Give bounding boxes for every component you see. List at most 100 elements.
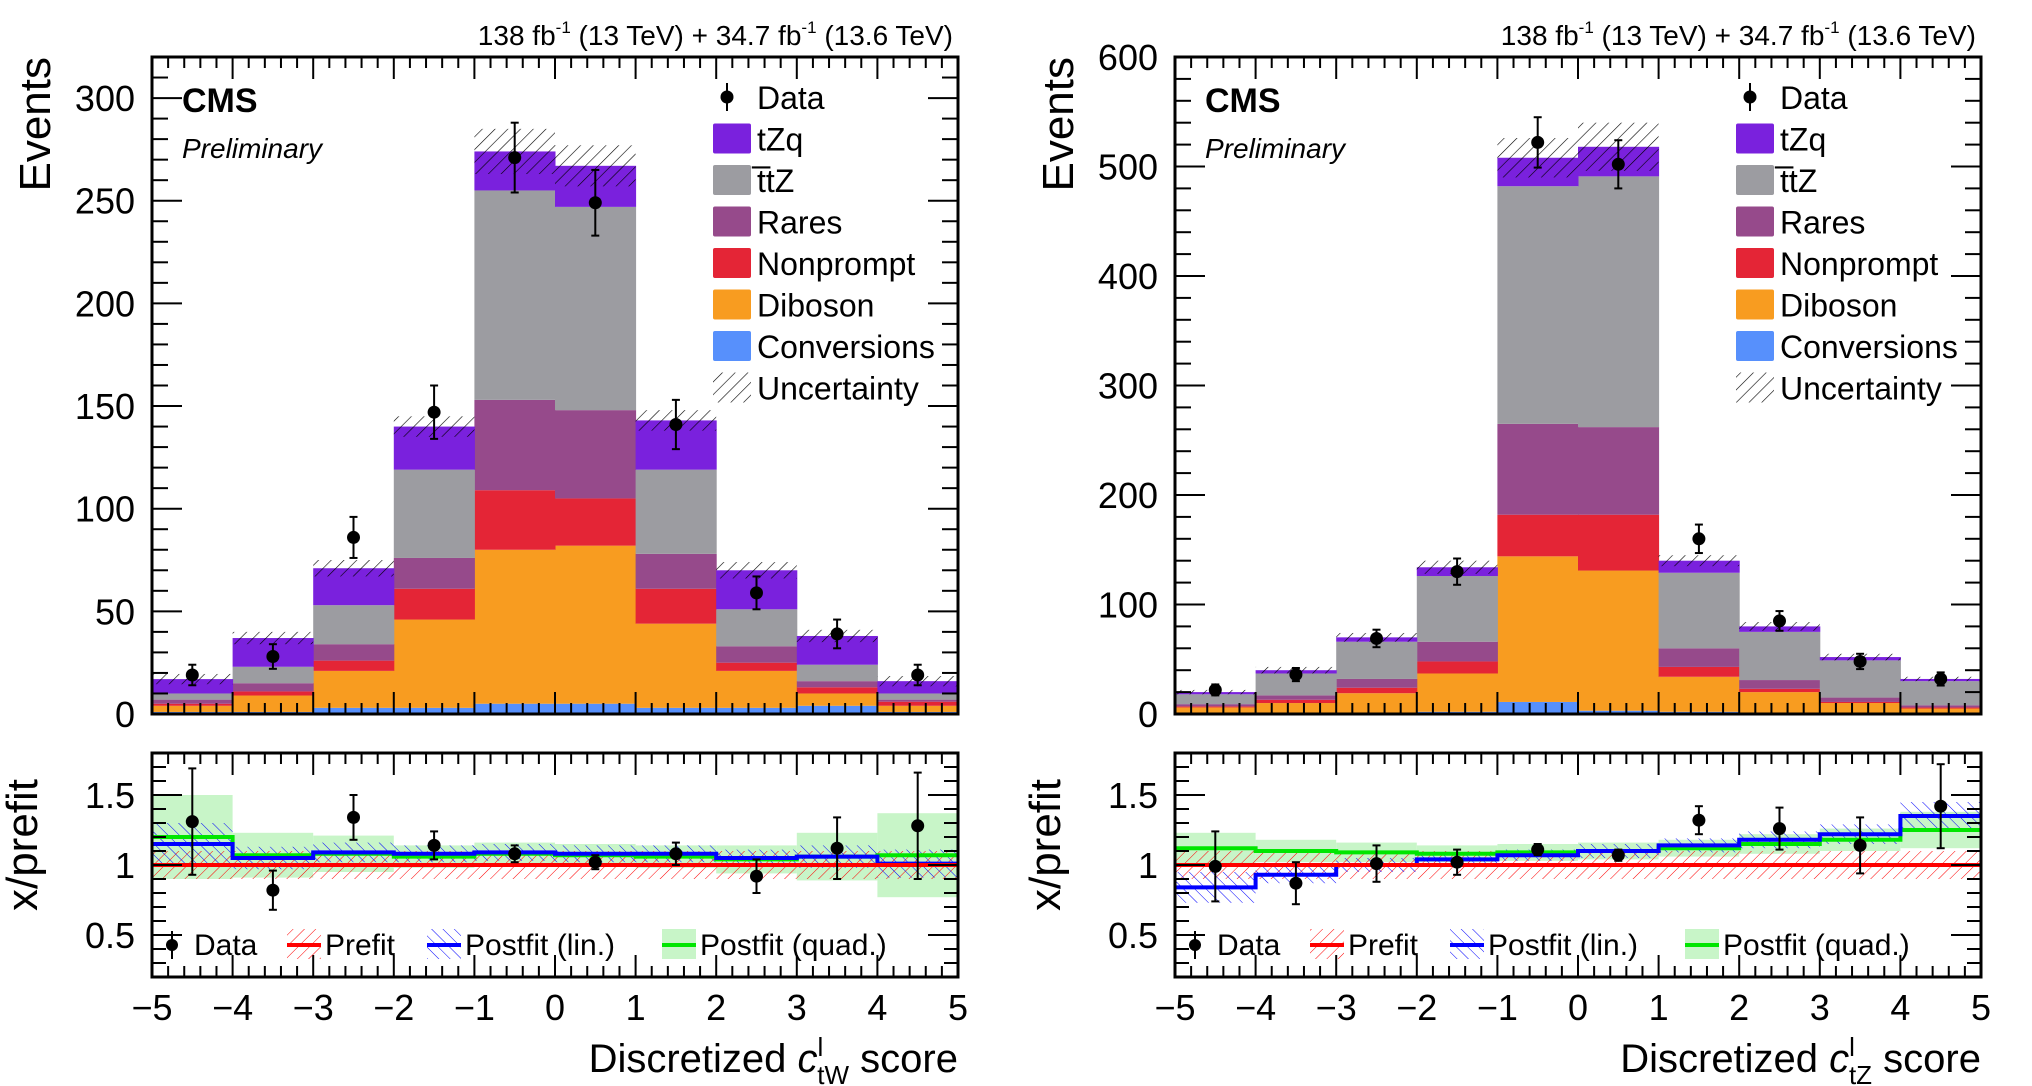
x-tick-label: −4 <box>1235 987 1276 1028</box>
legend: Data tZq t̅tZ Rares Nonprompt Diboson Conversi… <box>1736 80 1958 407</box>
x-tick-label: −2 <box>373 987 414 1028</box>
ratio-data-point <box>1370 857 1383 871</box>
lumi-text: (13.6 TeV) <box>817 20 953 51</box>
x-tick-label: −1 <box>454 987 495 1028</box>
ratio-y-ticks <box>1175 752 1981 978</box>
bar-segment <box>555 545 637 704</box>
x-tick-label: 0 <box>545 987 565 1028</box>
x-tick-label: 2 <box>1729 987 1749 1028</box>
ratio-legend-label: Prefit <box>1348 929 1419 962</box>
x-tick-label: 1 <box>1649 987 1669 1028</box>
bar-segment <box>1255 703 1337 713</box>
legend-data-marker <box>1743 90 1757 104</box>
bar-segment <box>313 605 395 645</box>
bar-segment <box>1497 556 1579 702</box>
bar-segment <box>313 707 395 714</box>
bar-segment <box>1336 693 1418 713</box>
bar-segment <box>1739 692 1821 713</box>
ratio-data-point <box>911 819 925 833</box>
ratio-data-point <box>1450 855 1464 869</box>
bar-segment <box>1819 701 1901 704</box>
ratio-data-point <box>1531 843 1545 857</box>
x-label-part: tW <box>817 1060 849 1086</box>
legend-label: Diboson <box>1780 288 1897 324</box>
bar-segment <box>1900 708 1982 713</box>
legend-swatch <box>713 206 751 237</box>
y-tick-label: 500 <box>1098 147 1158 188</box>
ratio-y-tick-label: 1 <box>1138 845 1158 886</box>
bar-segment <box>1578 710 1660 714</box>
lumi-text: (13 TeV) + 34.7 fb <box>571 20 802 51</box>
cms-label: CMS <box>1205 82 1281 120</box>
bar-segment <box>152 703 234 706</box>
bar-segment <box>232 695 314 712</box>
ratio-data-point <box>1773 822 1786 836</box>
preliminary-label: Preliminary <box>182 133 324 164</box>
y-tick-label: 100 <box>75 489 135 530</box>
legend-swatch <box>713 331 751 361</box>
bar-segment <box>635 707 717 714</box>
legend-label: Nonprompt <box>1780 246 1938 282</box>
legend-swatch <box>713 289 751 320</box>
bar-segment <box>393 619 475 708</box>
ratio-data-point <box>1289 876 1303 890</box>
bar-segment <box>1175 704 1257 707</box>
y-tick-label: 50 <box>95 591 135 632</box>
bar-segment <box>1819 703 1901 713</box>
bar-segment <box>1416 641 1498 662</box>
data-point <box>1773 614 1786 628</box>
data-point <box>750 586 763 600</box>
lumi-superscript: -1 <box>556 18 571 37</box>
x-tick-label: −5 <box>1154 987 1195 1028</box>
legend-label: Diboson <box>757 288 874 324</box>
ratio-y-tick-label: 1 <box>115 845 135 886</box>
series-ttz <box>152 190 959 700</box>
bar-segment <box>1416 661 1498 674</box>
legend-swatch <box>1736 248 1774 278</box>
x-label-part: c <box>1829 1037 1849 1081</box>
y-tick-label: 200 <box>1098 475 1158 516</box>
x-tick-label: 4 <box>867 987 887 1028</box>
bar-segment <box>1497 701 1579 714</box>
legend-label: Nonprompt <box>757 246 915 282</box>
x-tick-label: 5 <box>948 987 968 1028</box>
x-axis-label: Discretized cl tW score <box>589 1032 958 1086</box>
ratio-panel: 0.5 1 1.5 x/prefit Data Prefit Postfit (lin.) P… <box>0 751 960 979</box>
ratio-data-point <box>1611 848 1625 862</box>
legend-label: tZq <box>1780 122 1826 158</box>
y-tick-label: 250 <box>75 181 135 222</box>
bar-segment <box>1658 676 1740 712</box>
bar-segment <box>877 699 959 702</box>
bar-segment <box>555 410 637 499</box>
lumi-superscript: -1 <box>1579 18 1594 37</box>
y-tick-label: 0 <box>115 694 135 735</box>
ratio-legend-data-marker <box>166 939 178 951</box>
series-ttz <box>1175 176 1982 706</box>
bar-segment <box>152 699 234 704</box>
lumi-label: 138 fb-1 (13 TeV) + 34.7 fb-1 (13.6 TeV) <box>478 18 953 51</box>
x-label-part: tZ <box>1849 1060 1872 1086</box>
bar-segment <box>1739 688 1821 693</box>
x-tick-label: −2 <box>1396 987 1437 1028</box>
data-point <box>1370 631 1383 645</box>
ratio-y-tick-label: 0.5 <box>1108 915 1158 956</box>
lumi-text: (13.6 TeV) <box>1840 20 1976 51</box>
legend-swatch <box>713 248 751 278</box>
bar-segment <box>1497 514 1579 557</box>
x-label-part: Discretized <box>589 1037 798 1081</box>
x-tick-label: 4 <box>1890 987 1910 1028</box>
ratio-legend-label: Prefit <box>325 929 396 962</box>
bar-segment <box>1255 699 1337 704</box>
bar-segment <box>877 701 959 706</box>
y-tick-label: 300 <box>1098 366 1158 407</box>
x-tick-label: −4 <box>212 987 253 1028</box>
lumi-text: 138 fb <box>1501 20 1579 51</box>
legend-label: Rares <box>1780 205 1865 241</box>
data-point <box>1208 683 1222 697</box>
legend-label: t̅tZ <box>1774 163 1817 199</box>
x-tick-label: 0 <box>1568 987 1588 1028</box>
x-axis-label: Discretized cl tZ score <box>1620 1032 1981 1086</box>
x-label-part: score <box>1872 1037 1981 1081</box>
